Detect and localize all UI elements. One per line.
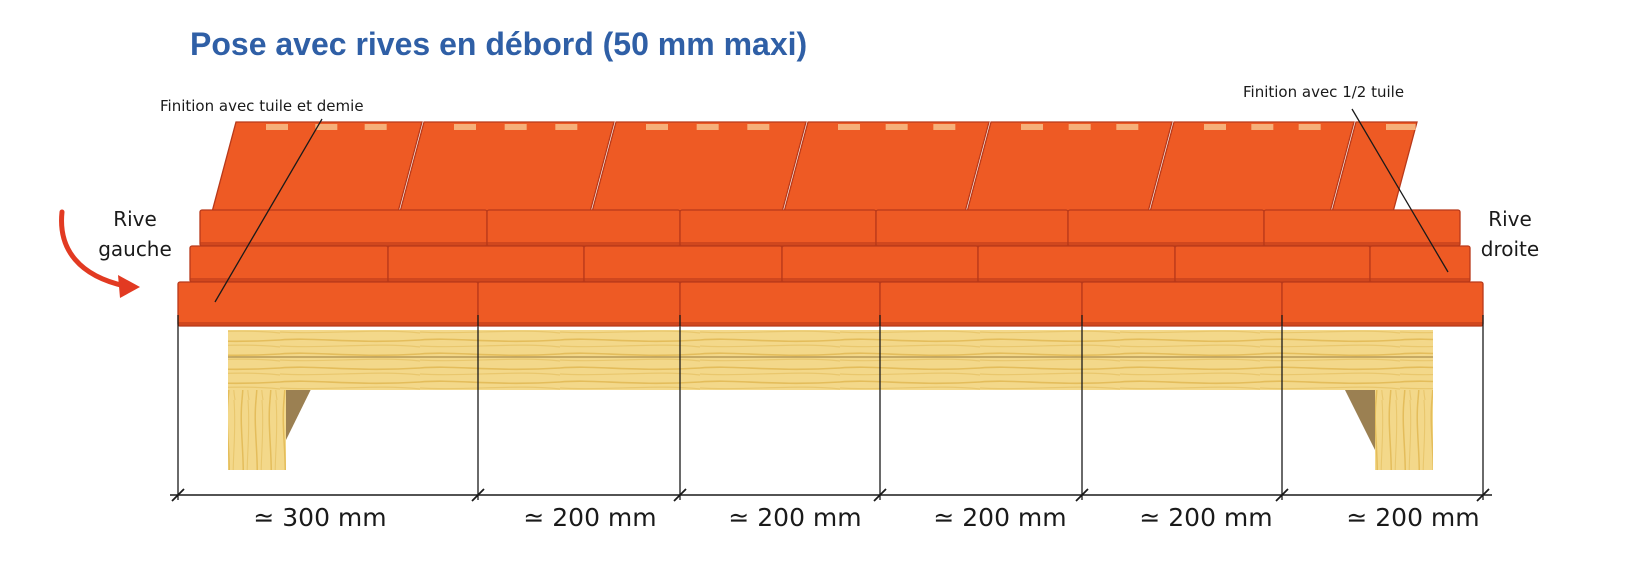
dimension-label-2: ≃ 200 mm	[523, 503, 657, 532]
tile-nib	[1204, 124, 1226, 130]
tile-edge-shadow	[680, 322, 880, 326]
timber-frame	[228, 330, 1433, 470]
right-rafter-side	[1345, 390, 1375, 450]
tile-edge-shadow	[1370, 278, 1470, 282]
edge-right-line2: droite	[1480, 237, 1540, 261]
tile-nib	[555, 124, 578, 130]
edge-label-right: Rive droite	[1470, 204, 1550, 264]
tile-nib	[696, 124, 719, 130]
left-rafter	[228, 375, 286, 470]
tile-course2-6	[1174, 245, 1371, 283]
tile-course2-5	[977, 245, 1176, 283]
tile-edge-shadow	[1175, 278, 1370, 282]
tile-back-5	[966, 121, 1173, 213]
tile-back-6	[1149, 121, 1355, 213]
tile-edge-shadow	[178, 322, 478, 326]
tile-nib	[454, 124, 476, 130]
tile-course2-1	[189, 245, 389, 283]
tile-nib	[747, 124, 770, 130]
tile-edge-shadow	[584, 278, 782, 282]
tile-edge-shadow	[876, 242, 1068, 246]
tile-nib	[504, 124, 527, 130]
left-rafter-side	[286, 375, 318, 440]
tile-course1-5	[1067, 209, 1265, 247]
tile-nib	[1021, 124, 1043, 130]
edge-right-line1: Rive	[1488, 207, 1532, 231]
tile-nib	[1393, 124, 1416, 130]
tile-edge-shadow	[190, 278, 388, 282]
tile-course3-3	[679, 281, 881, 327]
tile-course2-7	[1369, 245, 1471, 283]
tile-course1-6	[1263, 209, 1461, 247]
tile-back-1	[211, 121, 423, 213]
tile-course1-3	[679, 209, 877, 247]
tile-back-2	[399, 121, 615, 213]
tile-course1-1	[199, 209, 488, 247]
dimension-label-6: ≃ 200 mm	[1346, 503, 1480, 532]
tile-course2-4	[781, 245, 979, 283]
right-rafter	[1375, 375, 1433, 470]
tile-course2-3	[583, 245, 783, 283]
edge-label-left: Rive gauche	[90, 204, 180, 264]
note-right-finish: Finition avec 1/2 tuile	[1243, 83, 1405, 101]
diagram-title: Pose avec rives en débord (50 mm maxi)	[190, 26, 808, 62]
dimension-label-5: ≃ 200 mm	[1139, 503, 1273, 532]
tile-course3-6	[1281, 281, 1484, 327]
tile-edge-shadow	[1068, 242, 1264, 246]
tile-edge-shadow	[487, 242, 680, 246]
tile-nib	[1068, 124, 1091, 130]
tile-back-4	[783, 121, 990, 213]
dimension-label-3: ≃ 200 mm	[728, 503, 862, 532]
edge-left-line2: gauche	[98, 237, 172, 261]
tile-edge-shadow	[978, 278, 1175, 282]
tile-nib	[266, 124, 288, 130]
tile-nib	[1251, 124, 1274, 130]
tile-nib	[646, 124, 668, 130]
tile-edge-shadow	[880, 322, 1082, 326]
leader-line-left	[214, 118, 323, 303]
tile-edge-shadow	[388, 278, 584, 282]
tile-course3-4	[879, 281, 1083, 327]
curved-arrow-icon	[59, 209, 140, 298]
tile-edge-shadow	[478, 322, 680, 326]
tile-edge-shadow	[1082, 322, 1282, 326]
tile-courses	[177, 121, 1484, 327]
tile-course2-2	[387, 245, 585, 283]
tile-nib	[1116, 124, 1139, 130]
tile-edge-shadow	[782, 278, 978, 282]
tile-nib	[838, 124, 860, 130]
dimension-label-1: ≃ 300 mm	[253, 503, 387, 532]
tile-nib	[1298, 124, 1321, 130]
tile-nib	[315, 124, 338, 130]
tile-nib	[933, 124, 956, 130]
tile-course3-2	[477, 281, 681, 327]
dimension-label-4: ≃ 200 mm	[933, 503, 1067, 532]
tile-course1-2	[486, 209, 681, 247]
note-left-finish: Finition avec tuile et demie	[160, 97, 364, 115]
tile-course3-5	[1081, 281, 1283, 327]
tile-edge-shadow	[1264, 242, 1460, 246]
leader-line-right	[1351, 108, 1449, 273]
dimension-lines	[170, 315, 1492, 502]
tile-back-3	[591, 121, 807, 213]
tile-edge-shadow	[200, 242, 487, 246]
tile-nib	[364, 124, 387, 130]
tile-nib	[885, 124, 908, 130]
tile-edge-shadow	[1282, 322, 1483, 326]
tile-course1-4	[875, 209, 1069, 247]
tile-edge-shadow	[680, 242, 876, 246]
batten-beam	[228, 330, 1433, 390]
edge-left-line1: Rive	[113, 207, 157, 231]
